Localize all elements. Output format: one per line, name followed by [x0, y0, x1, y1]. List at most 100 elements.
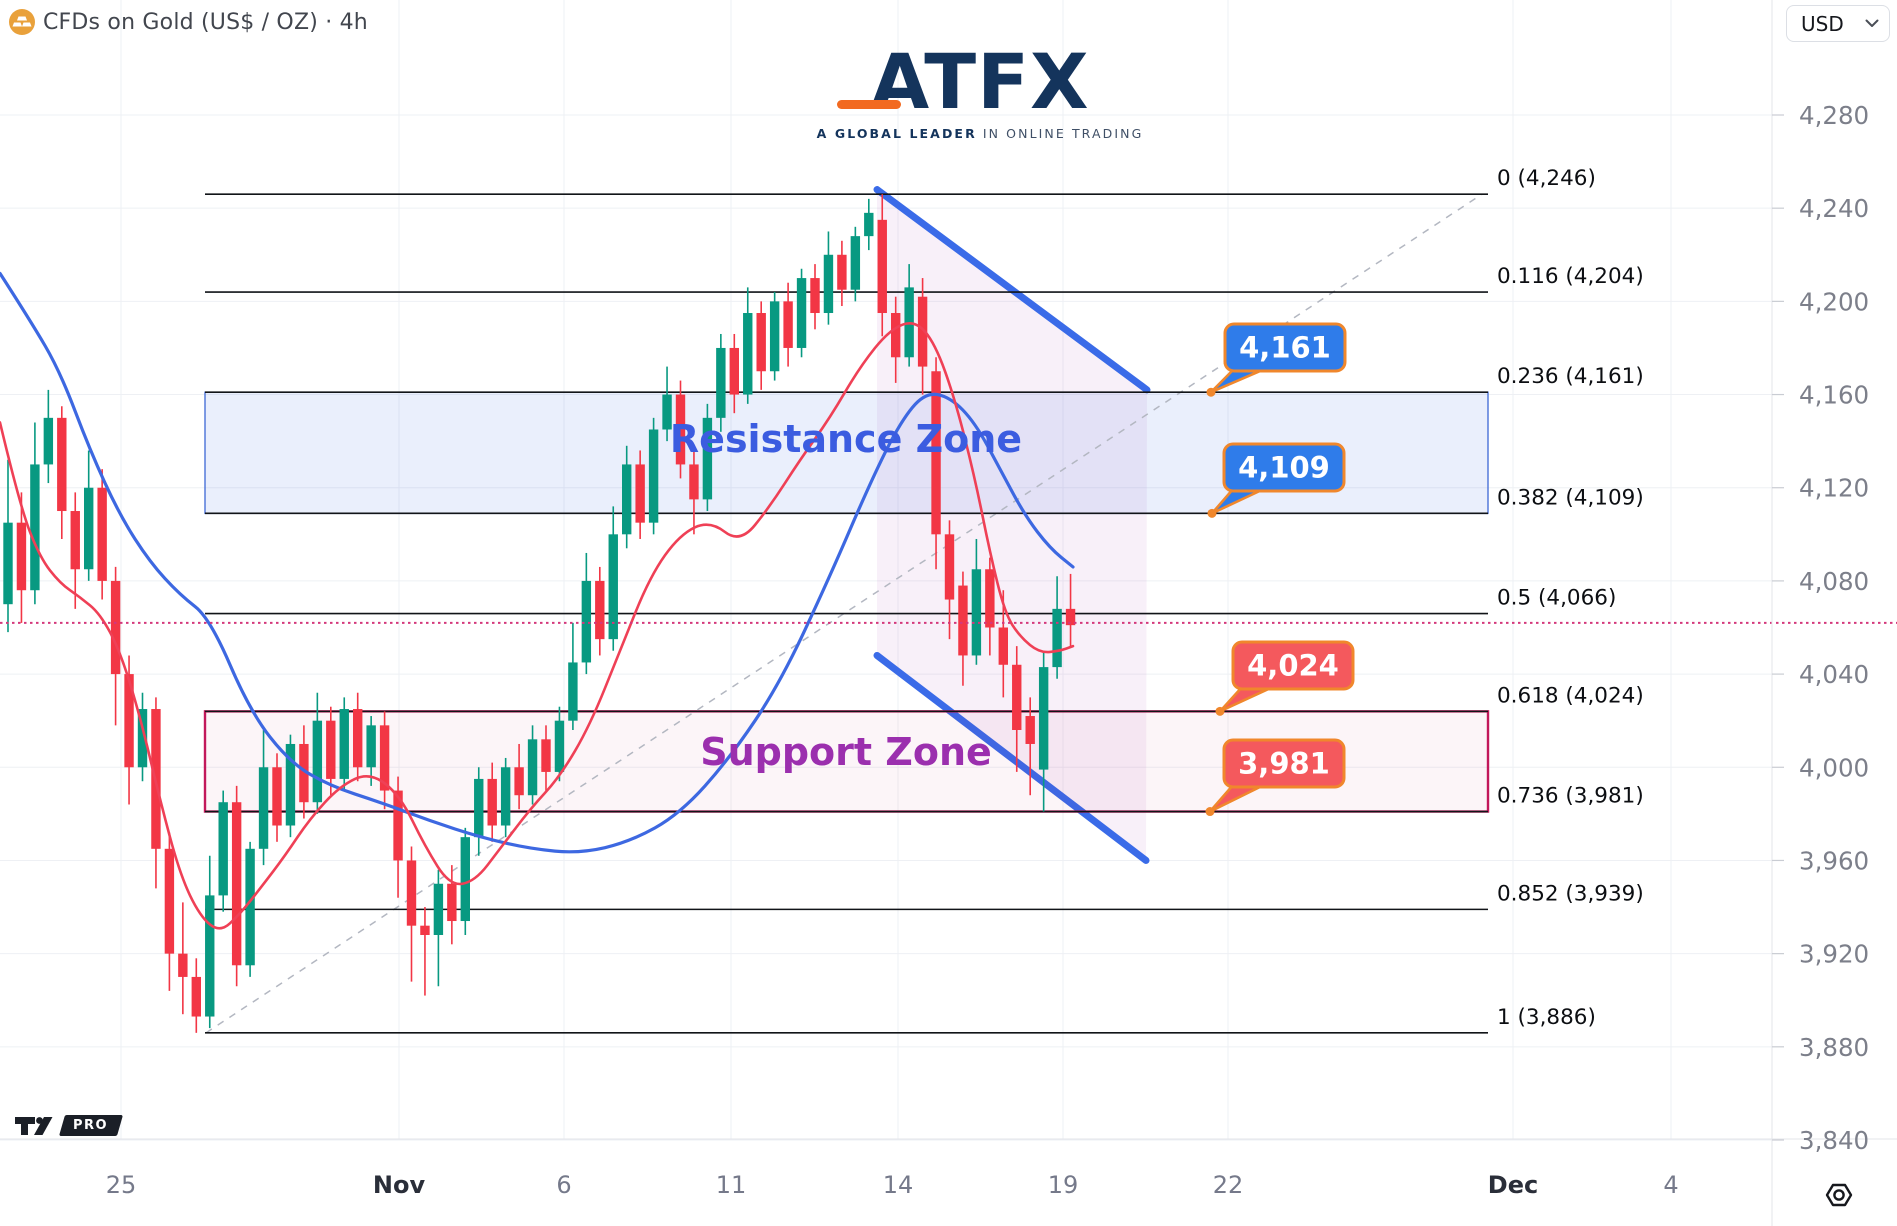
candle-body — [245, 848, 255, 966]
symbol-header[interactable]: CFDs on Gold (US$ / OZ) · 4h — [0, 0, 368, 44]
pro-badge: PRO — [58, 1115, 124, 1136]
candle-body — [1052, 608, 1062, 668]
price-scale-settings-gear-icon[interactable] — [1824, 1180, 1854, 1210]
candle-body — [810, 278, 820, 314]
fib-retracement[interactable] — [205, 193, 1488, 1034]
candle-body — [783, 301, 793, 348]
price-axis-label: 4,240 — [1799, 194, 1869, 223]
time-axis-label: 6 — [556, 1171, 571, 1199]
price-axis-label: 3,920 — [1799, 940, 1869, 969]
candle-body — [3, 522, 13, 605]
candle-body — [500, 767, 511, 826]
candle-body — [917, 296, 928, 367]
candle-body — [648, 429, 659, 523]
candle-body — [70, 511, 80, 570]
support-zone-text: Support Zone — [700, 730, 992, 774]
candle-body — [729, 347, 739, 395]
time-axis-label: 14 — [883, 1171, 914, 1199]
candle-body — [30, 464, 40, 591]
candle-body — [1038, 667, 1049, 770]
tradingview-logo-icon — [15, 1117, 53, 1135]
callout-value: 3,981 — [1238, 747, 1330, 781]
atfx-watermark: ATFX A GLOBAL LEADER IN ONLINE TRADING — [800, 37, 1160, 142]
candle-body — [823, 254, 834, 314]
trend-channel[interactable] — [873, 186, 1151, 864]
candle-body — [420, 925, 430, 935]
atfx-logo-orange-bar — [837, 100, 901, 109]
fib-label: 0 (4,246) — [1497, 166, 1596, 191]
candle-body — [891, 313, 901, 358]
candle-body — [178, 953, 188, 977]
candle-body — [110, 580, 121, 675]
candle-body — [743, 313, 753, 395]
candle-body — [689, 464, 699, 500]
candle-body — [662, 394, 672, 430]
callout-anchor-dot — [1215, 706, 1225, 716]
candle-body — [218, 802, 228, 896]
callout-anchor-dot — [1205, 807, 1215, 817]
time-axis-label: Nov — [373, 1171, 426, 1199]
price-axis[interactable]: 4,280 4,240 4,200 4,160 4,120 4,080 4,040 4,000… — [1772, 101, 1869, 1155]
callout-anchor-dot — [1207, 508, 1217, 518]
channel-upper-line — [873, 186, 1151, 394]
support-zone-label: Support Zone — [700, 730, 992, 774]
channel-fill — [877, 189, 1147, 861]
callout-4024[interactable]: 4,024 — [1215, 640, 1355, 716]
callout-value: 4,161 — [1239, 331, 1331, 365]
candle-body — [231, 802, 242, 966]
price-axis-label: 4,080 — [1799, 567, 1869, 596]
atfx-tagline-bold: A GLOBAL LEADER — [816, 126, 977, 141]
candle-body — [944, 534, 955, 600]
fib-label: 0.382 (4,109) — [1497, 485, 1644, 510]
callout-anchor-dot — [1206, 387, 1216, 397]
candle-body — [447, 883, 457, 922]
fib-label: 1 (3,886) — [1497, 1005, 1596, 1030]
candle-body — [796, 278, 807, 348]
callout-3981[interactable]: 3,981 — [1205, 738, 1346, 817]
currency-selector[interactable]: USD — [1786, 5, 1890, 42]
candle-body — [406, 860, 417, 926]
candle-body — [299, 743, 309, 803]
fib-trend-dashed-line[interactable] — [205, 193, 1483, 1034]
price-axis-label: 4,120 — [1799, 474, 1869, 503]
callout-box — [1223, 322, 1347, 373]
candle-body — [837, 254, 847, 290]
price-axis-label: 4,200 — [1799, 287, 1869, 316]
price-axis-label: 4,160 — [1799, 381, 1869, 410]
candle-body — [57, 417, 67, 512]
callout-4161[interactable]: 4,161 — [1206, 322, 1347, 397]
candle-body — [1065, 608, 1076, 626]
candle-body — [433, 883, 444, 935]
time-axis-label: 19 — [1048, 1171, 1079, 1199]
candle-body — [675, 394, 686, 465]
price-axis-label: 3,840 — [1799, 1126, 1869, 1155]
candle-body — [97, 487, 107, 581]
candlestick-layer — [3, 194, 1076, 1033]
candle-body — [877, 219, 887, 314]
time-axis[interactable]: 25 Nov 6 11 14 19 22 Dec 4 — [106, 1171, 1679, 1199]
tradingview-pro-watermark[interactable]: PRO — [14, 1114, 124, 1137]
price-axis-label: 3,960 — [1799, 846, 1869, 875]
candle-body — [84, 487, 94, 570]
candle-body — [554, 720, 565, 772]
candle-body — [958, 585, 968, 656]
candle-body — [1012, 664, 1022, 730]
candle-body — [487, 778, 497, 826]
candle-body — [514, 767, 524, 796]
fib-label: 0.618 (4,024) — [1497, 683, 1644, 708]
atfx-logo-text: ATFX — [870, 37, 1090, 126]
callout-4109[interactable]: 4,109 — [1207, 442, 1346, 518]
candle-body — [474, 778, 484, 838]
currency-selected-value: USD — [1801, 11, 1844, 36]
candle-body — [595, 580, 605, 640]
fib-label: 0.236 (4,161) — [1497, 364, 1644, 389]
candle-body — [702, 417, 713, 500]
candle-body — [191, 976, 201, 1017]
candle-body — [608, 534, 618, 640]
callout-value: 4,024 — [1247, 649, 1339, 683]
candle-body — [43, 417, 54, 465]
candle-body — [527, 739, 538, 796]
fib-label: 0.116 (4,204) — [1497, 264, 1644, 289]
